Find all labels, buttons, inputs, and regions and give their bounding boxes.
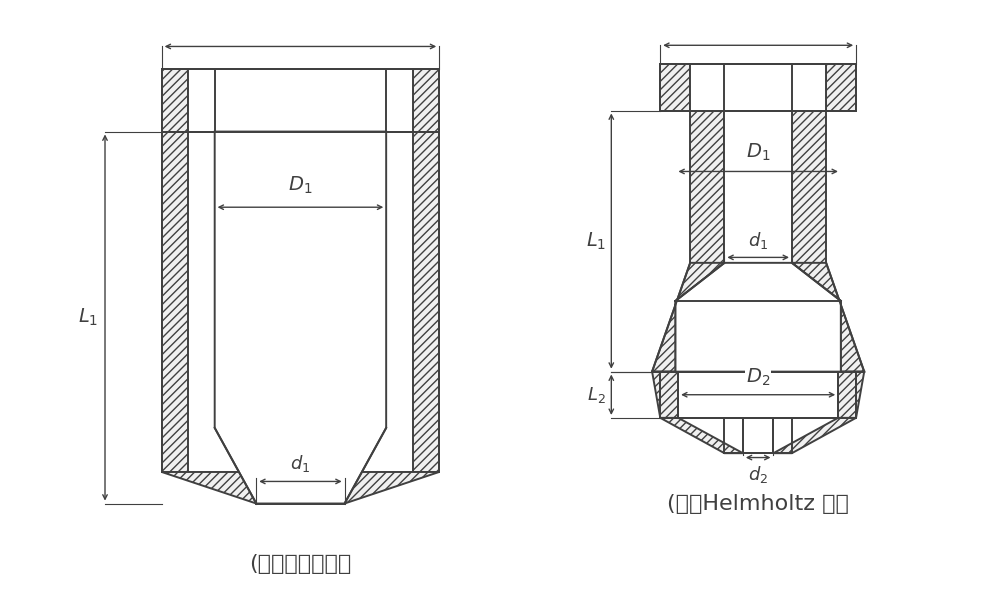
Text: $D_1$: $D_1$ (288, 174, 313, 196)
Polygon shape (678, 371, 838, 418)
Text: $L_2$: $L_2$ (587, 385, 606, 405)
Polygon shape (690, 110, 724, 263)
Text: (ａ）风琴管模型: (ａ）风琴管模型 (249, 554, 352, 574)
Polygon shape (652, 263, 724, 371)
Polygon shape (743, 418, 773, 453)
Polygon shape (773, 418, 856, 453)
Polygon shape (792, 263, 864, 371)
Text: $d_1$: $d_1$ (290, 453, 311, 474)
Polygon shape (833, 371, 856, 418)
Text: $L_1$: $L_1$ (78, 307, 99, 328)
Text: $D_1$: $D_1$ (746, 142, 770, 163)
Text: $d_1$: $d_1$ (748, 230, 768, 251)
Polygon shape (660, 371, 683, 418)
Polygon shape (162, 131, 188, 472)
Polygon shape (215, 131, 386, 504)
Text: $L_1$: $L_1$ (586, 230, 606, 251)
Polygon shape (660, 418, 743, 453)
Text: (ｂ）Helmholtz 模型: (ｂ）Helmholtz 模型 (667, 494, 849, 514)
Polygon shape (413, 131, 439, 472)
Polygon shape (792, 110, 826, 263)
Polygon shape (724, 110, 792, 263)
Polygon shape (826, 65, 856, 110)
Polygon shape (675, 263, 841, 371)
Polygon shape (188, 69, 413, 131)
Polygon shape (652, 371, 678, 418)
Polygon shape (413, 69, 439, 131)
Polygon shape (660, 65, 690, 110)
Text: $D_2$: $D_2$ (746, 367, 770, 388)
Polygon shape (690, 65, 826, 110)
Polygon shape (162, 472, 439, 504)
Polygon shape (162, 69, 188, 131)
Polygon shape (838, 371, 864, 418)
Text: $d_2$: $d_2$ (748, 464, 768, 485)
